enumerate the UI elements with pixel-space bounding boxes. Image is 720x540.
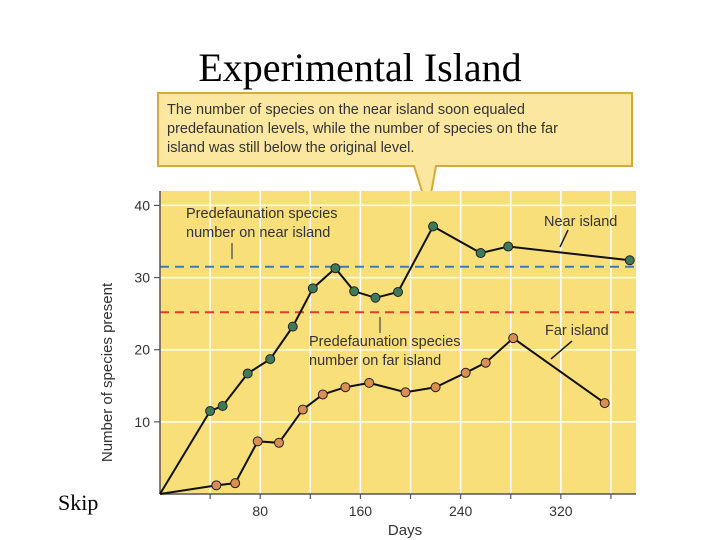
data-point [307, 283, 318, 294]
reference-label-line: Predefaunation species [186, 206, 338, 222]
data-point [330, 263, 341, 274]
data-point [430, 382, 441, 393]
data-point [349, 286, 360, 297]
x-axis-label: Days [388, 522, 422, 539]
data-point [205, 406, 216, 417]
callout-text-line: The number of species on the near island… [167, 102, 525, 118]
callout-text-line: island was still below the original leve… [167, 140, 414, 156]
data-point [508, 333, 519, 344]
series-name-label: Near island [544, 214, 617, 230]
data-point [297, 404, 308, 415]
x-tick-label: 80 [252, 503, 268, 519]
x-tick-label: 240 [449, 503, 473, 519]
y-tick-label: 40 [134, 197, 150, 213]
data-point [230, 478, 241, 489]
data-point [242, 368, 253, 379]
reference-label-line: number on far island [309, 353, 441, 369]
data-point [400, 387, 411, 398]
data-point [340, 382, 351, 393]
slide-title: Experimental Island [198, 45, 522, 90]
skip-link[interactable]: Skip [58, 490, 99, 515]
data-point [287, 321, 298, 332]
data-point [252, 436, 263, 447]
data-point [370, 292, 381, 303]
data-point [624, 255, 635, 266]
data-point [217, 400, 228, 411]
data-point [317, 389, 328, 400]
callout-box [157, 92, 633, 211]
data-point [503, 241, 514, 252]
x-tick-label: 160 [349, 503, 373, 519]
reference-label-line: Predefaunation species [309, 334, 461, 350]
plot-background [160, 191, 636, 494]
y-axis-label: Number of species present [99, 282, 116, 462]
y-tick-label: 10 [134, 414, 150, 430]
data-point [393, 287, 403, 297]
data-point [211, 480, 222, 491]
data-point [480, 357, 491, 368]
series-label-pointer [559, 229, 569, 248]
x-tick-label: 320 [549, 503, 573, 519]
data-point [428, 221, 439, 232]
callout-text-line: predefaunation levels, while the number … [167, 121, 558, 137]
data-point [460, 367, 471, 378]
reference-label-line: number on near island [186, 225, 330, 241]
data-point [265, 354, 276, 365]
data-point [475, 248, 486, 259]
data-point [599, 398, 610, 409]
series-name-label: Far island [545, 323, 609, 339]
series-label-pointer [550, 340, 573, 360]
y-tick-label: 20 [134, 342, 150, 358]
data-point [274, 437, 284, 448]
y-tick-label: 30 [134, 270, 150, 286]
data-point [364, 377, 375, 388]
